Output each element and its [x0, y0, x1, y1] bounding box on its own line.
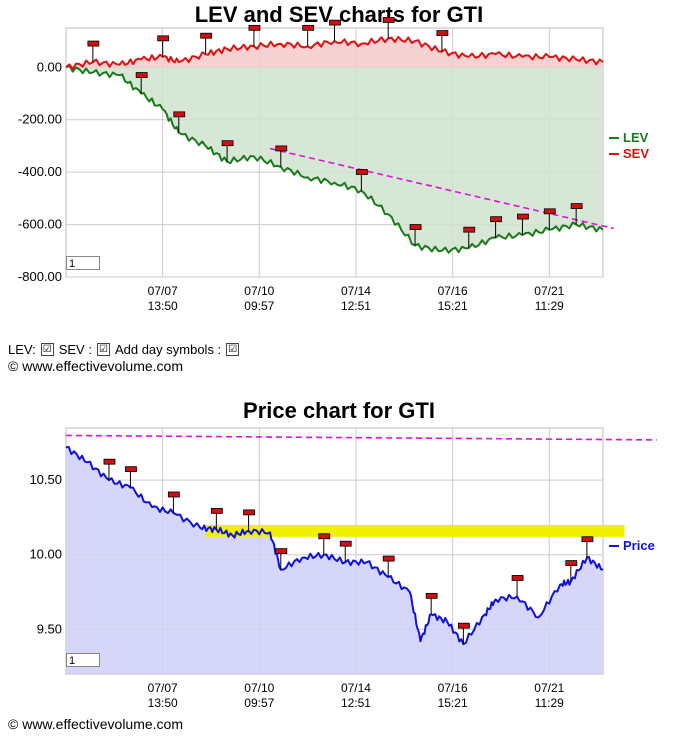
y-tick-label: -400.00: [18, 164, 62, 179]
y-tick-label: -600.00: [18, 217, 62, 232]
y-tick-label: 9.50: [37, 621, 62, 636]
x-tick-date: 07/21: [534, 681, 564, 695]
y-tick-label: 0.00: [37, 59, 62, 74]
x-tick-time: 13:50: [148, 299, 178, 313]
resistance-band: [205, 524, 625, 537]
x-tick-date: 07/10: [244, 681, 274, 695]
price-chart: 10.5010.009.5007/0713:5007/1009:5707/141…: [29, 427, 657, 710]
day-marker-flag: [243, 509, 255, 516]
x-tick-time: 09:57: [244, 696, 274, 710]
lev-area: [66, 67, 603, 251]
day-marker-flag: [543, 208, 556, 215]
day-marker-flag: [490, 216, 503, 223]
day-marker-flag: [436, 30, 449, 36]
price-chart-title: Price chart for GTI: [243, 398, 435, 423]
day-marker-flag: [167, 491, 180, 498]
day-marker-flag: [382, 555, 395, 562]
series-toggle-controls: LEV: ☑ SEV : ☑ Add day symbols : ☑: [8, 342, 242, 357]
x-tick-date: 07/14: [341, 681, 371, 695]
day-marker-flag: [581, 536, 594, 543]
y-tick-label: 10.00: [29, 547, 62, 562]
day-marker-flag: [565, 560, 578, 566]
x-tick-date: 07/14: [341, 284, 371, 298]
day-marker-flag: [382, 17, 395, 23]
day-marker-flag: [103, 458, 116, 465]
legend-label-lev: LEV: [623, 130, 649, 145]
x-tick-time: 15:21: [438, 299, 468, 313]
lev-checkbox[interactable]: ☑: [40, 343, 54, 356]
day-marker-flag: [248, 24, 261, 31]
day-marker-flag: [355, 169, 368, 175]
day-marker-flag: [329, 19, 341, 26]
trend-line: [65, 434, 657, 441]
x-tick-date: 07/10: [244, 284, 274, 298]
sev-area: [66, 38, 603, 68]
day-marker-flag: [125, 466, 137, 473]
lev-line: [65, 64, 604, 254]
x-tick-time: 15:21: [438, 696, 468, 710]
day-marker-flag: [87, 40, 100, 47]
day-marker-flag: [339, 540, 352, 547]
day-marker-flag: [457, 622, 470, 629]
day-marker-flag: [221, 140, 234, 147]
sev-line: [65, 35, 604, 70]
bottom-zoom-input[interactable]: 1: [66, 653, 100, 667]
x-tick-time: 11:29: [535, 299, 564, 313]
day-marker-flag: [463, 226, 476, 233]
day-marker-flag: [570, 203, 583, 209]
legend-label-price: Price: [623, 538, 655, 553]
x-tick-time: 13:50: [148, 696, 178, 710]
copyright-bottom: © www.effectivevolume.com: [8, 716, 184, 732]
sev-checkbox[interactable]: ☑: [96, 343, 110, 356]
legend-label-sev: SEV: [623, 146, 649, 161]
x-tick-date: 07/16: [438, 681, 468, 695]
day-marker-flag: [275, 548, 288, 555]
sev-toggle-label: SEV :: [58, 342, 92, 357]
top-zoom-input[interactable]: 1: [66, 256, 100, 270]
day-marker-flag: [302, 24, 315, 31]
day-marker-flag: [517, 213, 529, 220]
y-tick-label: 10.50: [29, 472, 62, 487]
x-tick-time: 11:29: [535, 696, 564, 710]
price-area: [66, 447, 603, 674]
lev-toggle-label: LEV:: [8, 342, 36, 357]
x-tick-date: 07/16: [438, 284, 468, 298]
day-marker-flag: [135, 72, 148, 78]
day-marker-flag: [173, 111, 186, 118]
day-marker-flag: [318, 533, 331, 540]
y-tick-label: -800.00: [18, 269, 62, 284]
day-marker-flag: [275, 145, 288, 152]
y-tick-label: -200.00: [18, 112, 62, 127]
copyright-top: © www.effectivevolume.com: [8, 358, 184, 374]
day-symbols-label: Add day symbols :: [114, 342, 222, 357]
trend-line: [269, 147, 614, 230]
day-marker-flag: [210, 507, 223, 514]
x-tick-time: 12:51: [341, 299, 371, 313]
price-line: [65, 446, 604, 646]
x-tick-time: 12:51: [341, 696, 371, 710]
day-marker-flag: [409, 224, 422, 230]
day-marker-flag: [157, 35, 170, 42]
lev-sev-chart: 0.00 -200.00 -400.00 -600.00 -800.00 07/0713:…: [18, 17, 649, 313]
day-marker-flag: [200, 32, 213, 39]
day-marker-flag: [425, 592, 438, 599]
x-tick-date: 07/21: [534, 284, 564, 298]
day-symbols-checkbox[interactable]: ☑: [226, 343, 240, 356]
x-tick-time: 09:57: [244, 299, 274, 313]
x-tick-date: 07/07: [148, 284, 178, 298]
x-tick-date: 07/07: [148, 681, 178, 695]
day-marker-flag: [511, 575, 524, 581]
